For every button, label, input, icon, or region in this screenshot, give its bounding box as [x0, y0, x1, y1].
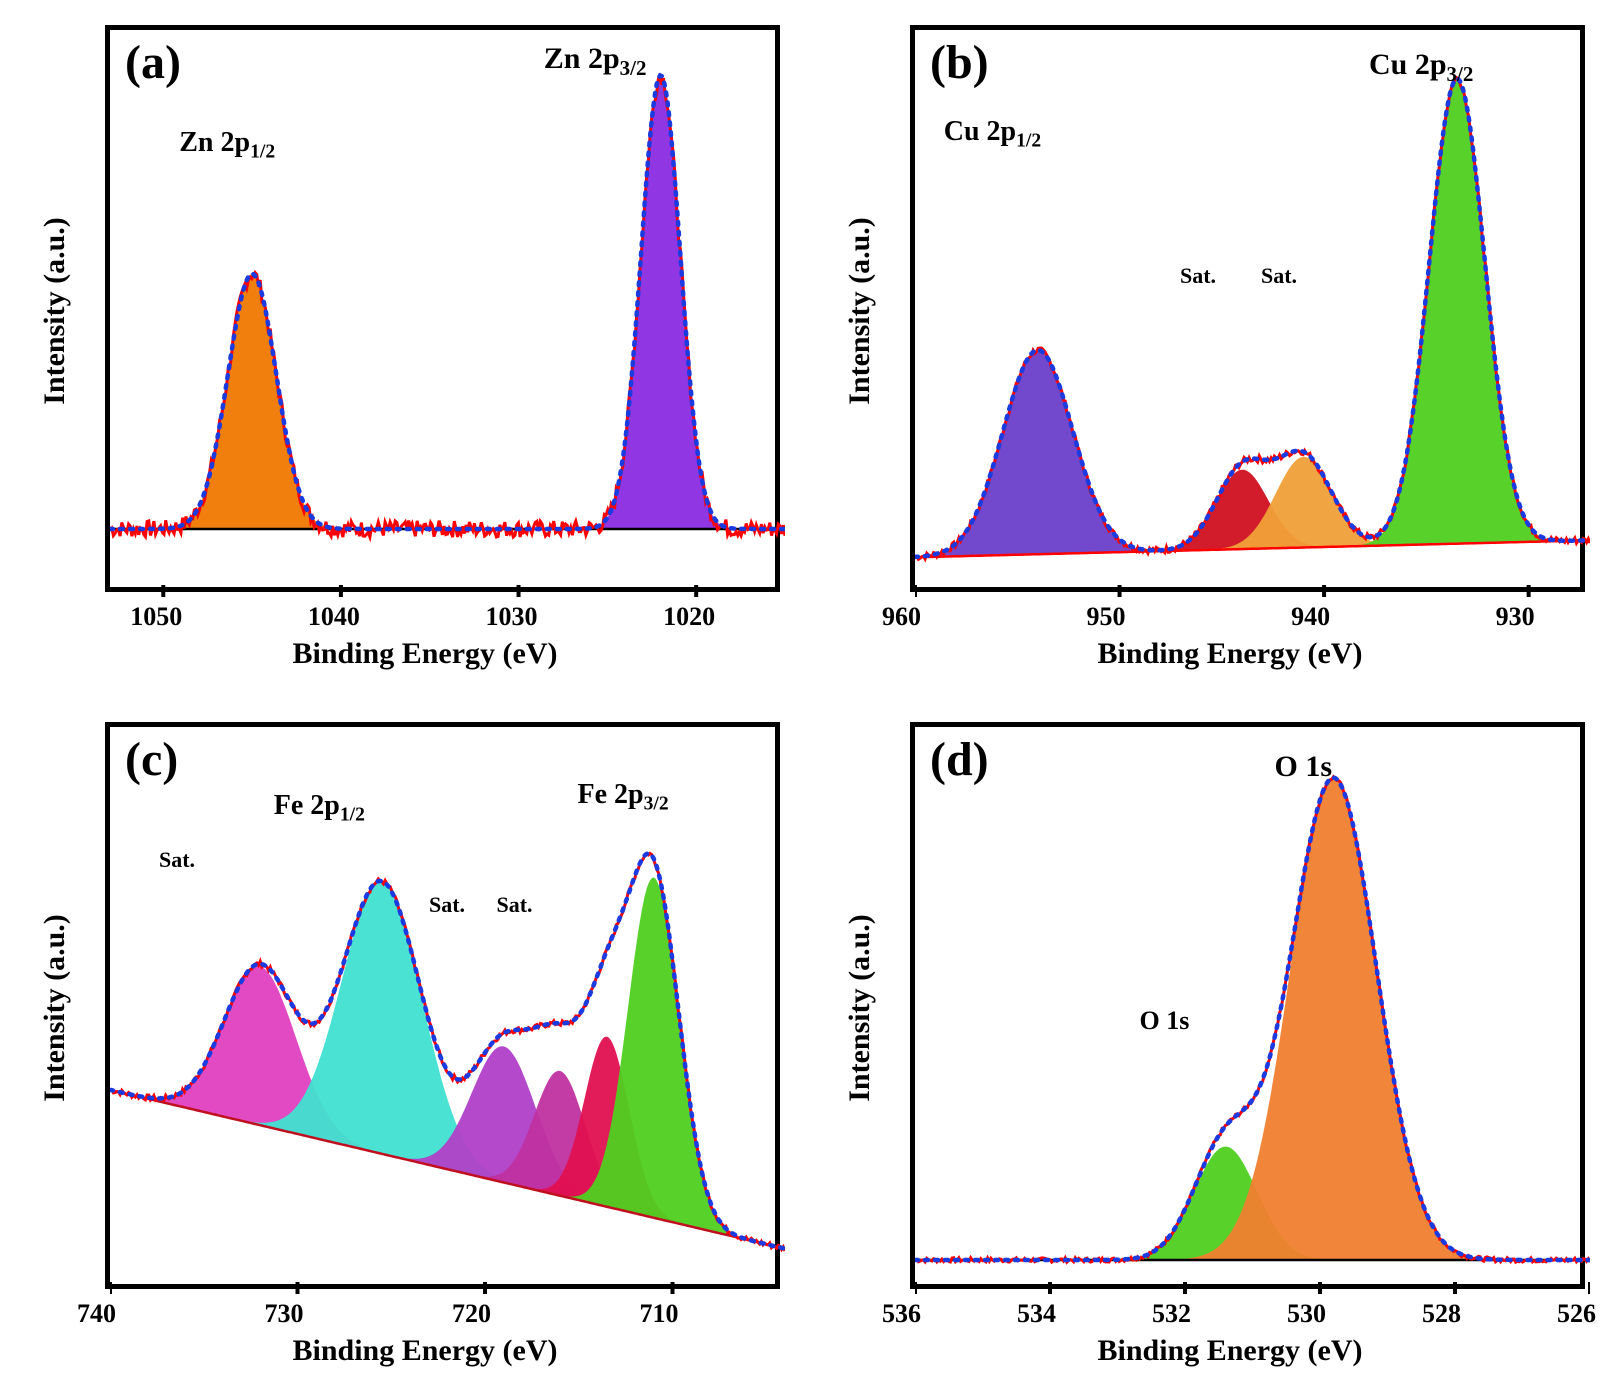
peak-label-sub: 3/2 — [620, 56, 647, 80]
x-axis-label: Binding Energy (eV) — [1098, 1334, 1363, 1368]
panel-a: (a)Zn 2p1/2Zn 2p3/21050104010301020Bindi… — [10, 10, 795, 687]
peak-label-text: Fe 2p — [578, 779, 644, 810]
y-axis-label: Intensity (a.u.) — [843, 201, 877, 421]
plot-frame — [105, 722, 780, 1289]
x-tick-label: 940 — [1291, 602, 1330, 632]
x-tick-label: 530 — [1287, 1299, 1326, 1329]
panel-b: (b)Cu 2p1/2Sat.Sat.Cu 2p3/2960950940930B… — [815, 10, 1600, 687]
peak-label-sub: 1/2 — [1016, 130, 1041, 151]
x-tick-label: 536 — [882, 1299, 921, 1329]
plot-svg — [110, 727, 785, 1294]
x-tick-label: 960 — [882, 602, 921, 632]
plot-svg — [110, 30, 785, 597]
peak-label-1: Sat. — [1180, 263, 1216, 289]
peak-label-text: Zn 2p — [179, 127, 250, 158]
x-tick-label: 1050 — [130, 602, 182, 632]
y-axis-label: Intensity (a.u.) — [843, 898, 877, 1118]
peak-label-3: Sat. — [497, 892, 533, 918]
figure-grid: (a)Zn 2p1/2Zn 2p3/21050104010301020Bindi… — [0, 0, 1610, 1394]
peak-label-0: Cu 2p1/2 — [944, 116, 1041, 153]
panel-letter: (b) — [930, 35, 989, 90]
x-axis-label: Binding Energy (eV) — [293, 637, 558, 671]
y-axis-label: Intensity (a.u.) — [38, 201, 72, 421]
peak-label-sub: 3/2 — [1447, 62, 1474, 86]
peak-label-2: Sat. — [429, 892, 465, 918]
peak-label-0: Zn 2p1/2 — [179, 127, 275, 164]
panel-d: (d) O 1s O 1s 536 534 532 530 528 526 Binding Ene… — [815, 707, 1600, 1384]
peak-fill-1 — [915, 778, 1590, 1260]
peak-label-sub: 1/2 — [340, 805, 365, 826]
peak-label-0: O 1s — [1140, 1006, 1190, 1036]
x-tick-label: 1040 — [308, 602, 360, 632]
x-axis-label: Binding Energy (eV) — [293, 1334, 558, 1368]
plot-frame — [105, 25, 780, 592]
x-tick-label: 740 — [77, 1299, 116, 1329]
x-tick-label: 930 — [1496, 602, 1535, 632]
peak-label-sub: 3/2 — [644, 793, 669, 814]
x-tick-label: 720 — [452, 1299, 491, 1329]
x-axis-label: Binding Energy (eV) — [1098, 637, 1363, 671]
x-tick-label: 532 — [1152, 1299, 1191, 1329]
peak-label-1: O 1s — [1275, 750, 1333, 784]
panel-letter: (d) — [930, 732, 989, 787]
x-tick-label: 526 — [1557, 1299, 1596, 1329]
x-tick-label: 1030 — [486, 602, 538, 632]
panel-letter: (a) — [125, 35, 181, 90]
peak-label-3: Cu 2p3/2 — [1369, 48, 1473, 87]
y-axis-label: Intensity (a.u.) — [38, 898, 72, 1118]
panel-letter: (c) — [125, 732, 178, 787]
plot-frame — [910, 722, 1585, 1289]
x-tick-label: 730 — [265, 1299, 304, 1329]
panel-c: (c)Sat.Fe 2p1/2Sat.Sat.Fe 2p3/2740730720… — [10, 707, 795, 1384]
peak-label-0: Sat. — [159, 847, 195, 873]
x-tick-label: 950 — [1087, 602, 1126, 632]
peak-label-text: Cu 2p — [944, 116, 1016, 147]
peak-label-1: Zn 2p3/2 — [544, 42, 647, 81]
plot-svg — [915, 727, 1590, 1294]
peak-label-sub: 1/2 — [250, 142, 275, 163]
plot-frame — [910, 25, 1585, 592]
x-tick-label: 528 — [1422, 1299, 1461, 1329]
peak-label-2: Sat. — [1261, 263, 1297, 289]
peak-label-5: Fe 2p3/2 — [578, 779, 669, 816]
x-tick-label: 710 — [640, 1299, 679, 1329]
peak-label-1: Fe 2p1/2 — [274, 790, 365, 827]
x-tick-label: 1020 — [663, 602, 715, 632]
peak-label-text: Cu 2p — [1369, 48, 1447, 81]
peak-label-text: Zn 2p — [544, 42, 620, 75]
x-tick-label: 534 — [1017, 1299, 1056, 1329]
peak-label-text: Fe 2p — [274, 790, 340, 821]
